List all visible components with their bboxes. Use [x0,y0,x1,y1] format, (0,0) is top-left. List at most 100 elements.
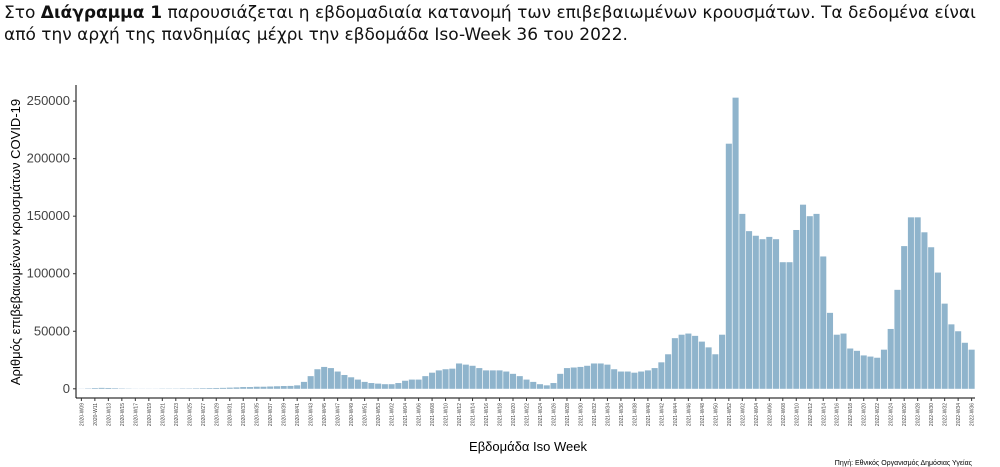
bar [934,272,941,389]
x-tick-label: 2020-W49 [349,403,355,426]
bar [199,388,206,389]
x-tick-label: 2021-W10 [444,403,450,426]
bar [685,333,692,389]
bar [570,367,577,389]
x-tick-label: 2021-W22 [525,403,531,426]
bar [617,371,624,389]
bar [725,143,732,389]
x-tick-label: 2022-W32 [943,403,949,426]
x-tick-label: 2021-W44 [673,403,679,426]
x-tick-label: 2020-W27 [201,403,207,426]
bar [644,370,651,389]
bar [928,247,935,389]
y-tick-label: 50000 [34,323,70,338]
y-axis-label: Αριθμός επιβεβαιωμένων κρουσμάτων COVID-… [8,99,23,385]
bar [226,387,233,389]
intro-after: παρουσιάζεται η εβδομαδιαία κατανομή των… [4,3,976,45]
bar [415,379,422,389]
x-tick-label: 2022-W24 [889,403,895,426]
bar [597,363,604,389]
bar [874,357,881,389]
bar [739,213,746,389]
x-tick-label: 2021-W16 [484,403,490,426]
x-tick-label: 2021-W48 [700,403,706,426]
bar [887,328,894,389]
bar [678,334,685,389]
x-tick-label: 2022-W22 [875,403,881,426]
x-tick-label: 2022-W14 [821,403,827,426]
x-tick-label: 2022-W16 [835,403,841,426]
x-tick-label: 2020-W43 [309,403,315,426]
x-tick-label: 2020-W23 [174,403,180,426]
bar [395,383,402,389]
bar [273,386,280,389]
bar [408,379,415,389]
x-tick-label: 2020-W09 [79,403,85,426]
bar [624,371,631,389]
x-tick-label: 2022-W34 [956,403,962,426]
x-tick-label: 2022-W02 [740,403,746,426]
bar [253,386,260,389]
x-tick-label: 2022-W04 [754,403,760,426]
bar [590,363,597,389]
x-tick-label: 2020-W39 [282,403,288,426]
bar [368,383,375,389]
bar [901,246,908,389]
bar [516,376,523,389]
bar [213,387,220,389]
bar [698,341,705,389]
x-tick-label: 2021-W36 [619,403,625,426]
bar [631,372,638,389]
x-tick-label: 2022-W08 [781,403,787,426]
bar [482,370,490,389]
bar [354,379,361,389]
bar [300,381,307,389]
x-tick-label: 2020-W51 [363,403,369,426]
bar [422,376,429,389]
x-tick-label: 2021-W24 [538,403,544,426]
bar [894,289,901,389]
x-tick-label: 2022-W20 [862,403,868,426]
bar [968,349,975,389]
bar [826,312,834,389]
bar [294,385,301,389]
x-tick-label: 2020-W29 [214,403,220,426]
bar [476,368,483,389]
bar [961,342,968,389]
bar [280,386,287,389]
bar [456,363,463,389]
bar [921,232,928,389]
x-tick-label: 2021-W32 [592,403,598,426]
bar [712,354,719,389]
bar [246,387,254,389]
y-tick-label: 250000 [27,93,70,108]
x-tick-label: 2020-W47 [336,403,342,426]
bar [779,262,786,389]
bar [98,387,105,389]
x-tick-label: 2020-W41 [295,403,301,426]
x-tick-label: 2021-W40 [646,403,652,426]
x-tick-label: 2020-W15 [120,403,126,426]
x-tick-label: 2020-W31 [228,403,234,426]
bar [914,217,921,389]
bar [705,347,712,389]
bar [219,387,227,389]
bar [799,204,807,389]
y-tick-label: 200000 [27,151,70,166]
bar [449,368,456,389]
bar [496,370,503,389]
bar [206,388,213,389]
bar [658,362,665,389]
x-tick-label: 2021-W52 [727,403,733,426]
x-tick-label: 2021-W50 [713,403,719,426]
bar [321,366,328,389]
bar [314,369,321,389]
bar [530,381,537,389]
x-tick-label: 2020-W45 [322,403,328,426]
x-tick-label: 2021-W14 [471,403,477,426]
bar [361,381,368,389]
x-tick-label: 2022-W28 [916,403,922,426]
x-tick-label: 2021-W34 [605,403,611,426]
bar [550,383,557,389]
x-tick-label: 2020-W21 [160,403,166,426]
